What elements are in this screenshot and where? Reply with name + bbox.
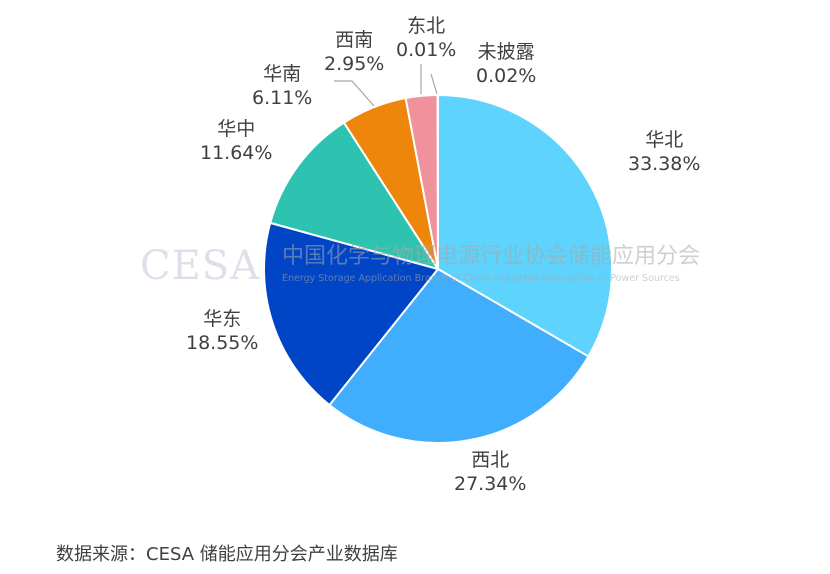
slice-value: 6.11% [252,87,313,109]
slice-value: 33.38% [628,153,701,175]
slice-name: 东北 [407,15,446,37]
slice-value: 27.34% [454,473,527,495]
data-label-dongbei: 东北 0.01% [396,14,456,62]
data-label-xibei: 西北 27.34% [454,448,526,496]
pie-slice-1 [328,267,590,444]
slice-value: 11.64% [200,142,273,164]
pie-slice-0 [437,93,613,358]
slice-value: 18.55% [186,332,259,354]
pie-slice-2 [263,221,440,407]
data-label-weipilu: 未披露 0.02% [476,40,536,88]
slice-name: 华北 [645,129,684,151]
slice-value: 0.01% [396,39,457,61]
leader-line-weipilu [430,73,438,95]
data-label-huabei: 华北 33.38% [628,128,700,176]
pie-slice-3 [268,121,441,271]
slice-name: 华南 [263,63,302,85]
slice-name: 西北 [471,449,510,471]
slice-value: 0.02% [476,65,537,87]
slice-name: 西南 [335,29,374,51]
data-label-xinan: 西南 2.95% [324,28,384,76]
data-label-huanan: 华南 6.11% [252,62,312,110]
slice-value: 2.95% [324,53,385,75]
data-label-huadong: 华东 18.55% [186,307,258,355]
leader-line-xinan [334,80,375,107]
slice-name: 华中 [217,118,256,140]
slice-name: 华东 [203,308,242,330]
slice-name: 未披露 [477,41,535,63]
source-note: 数据来源：CESA 储能应用分会产业数据库 [56,544,398,565]
data-label-huazhong: 华中 11.64% [200,117,272,165]
